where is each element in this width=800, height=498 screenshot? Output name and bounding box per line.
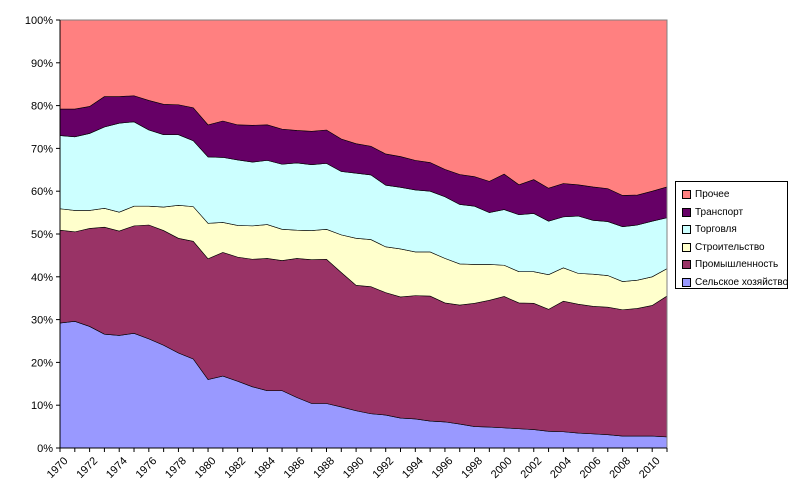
y-tick-label: 30% bbox=[31, 315, 53, 327]
legend-swatch bbox=[682, 242, 691, 252]
x-tick-label: 1988 bbox=[311, 455, 337, 481]
legend-swatch bbox=[682, 277, 691, 287]
y-tick-label: 100% bbox=[25, 15, 53, 27]
x-tick-label: 1978 bbox=[163, 455, 189, 481]
y-tick-label: 80% bbox=[31, 101, 53, 113]
x-tick-label: 2000 bbox=[489, 455, 515, 481]
y-tick-label: 20% bbox=[31, 357, 53, 369]
legend-swatch bbox=[682, 190, 691, 200]
x-tick-label: 1980 bbox=[193, 455, 219, 481]
y-tick-label: 50% bbox=[31, 229, 53, 241]
x-tick-label: 2006 bbox=[578, 455, 604, 481]
y-axis-ticks: 0% 10% 20% 30% 40% 50% 60% 70% 80% 90% 100% bbox=[25, 15, 60, 455]
x-tick-label: 1972 bbox=[74, 455, 100, 481]
legend-item: Транспорт bbox=[682, 204, 787, 222]
x-tick-label: 1992 bbox=[370, 455, 396, 481]
legend-swatch bbox=[682, 225, 691, 235]
legend-item: Промышленность bbox=[682, 256, 787, 274]
x-tick-label: 2010 bbox=[637, 455, 663, 481]
y-tick-label: 0% bbox=[37, 443, 53, 455]
legend-item: Сельское хозяйство bbox=[682, 274, 789, 292]
legend-label: Строительство bbox=[695, 241, 765, 253]
legend-label: Торговля bbox=[695, 224, 737, 236]
y-tick-label: 70% bbox=[31, 143, 53, 155]
legend: Прочее Транспорт Торговля Строительство Пром… bbox=[675, 181, 788, 289]
area-layers bbox=[59, 19, 668, 449]
x-tick-label: 1984 bbox=[252, 455, 278, 481]
x-tick-label: 1996 bbox=[430, 455, 456, 481]
legend-item: Прочее bbox=[682, 186, 787, 204]
x-tick-label: 1976 bbox=[134, 455, 160, 481]
x-tick-label: 1994 bbox=[400, 455, 426, 481]
x-tick-label: 1990 bbox=[341, 455, 367, 481]
x-tick-label: 2008 bbox=[607, 455, 633, 481]
legend-item: Торговля bbox=[682, 221, 787, 239]
x-tick-label: 1970 bbox=[45, 455, 71, 481]
x-tick-label: 2004 bbox=[548, 455, 574, 481]
legend-label: Прочее bbox=[695, 189, 730, 201]
x-axis-ticks: 1970 1972 1974 1976 1978 1980 1982 1984 1986 1988… bbox=[45, 448, 668, 481]
x-tick-label: 1982 bbox=[222, 455, 248, 481]
legend-label: Сельское хозяйство bbox=[695, 276, 789, 288]
y-tick-label: 90% bbox=[31, 58, 53, 70]
legend-label: Транспорт bbox=[695, 206, 744, 218]
x-tick-label: 2002 bbox=[519, 455, 545, 481]
legend-label: Промышленность bbox=[695, 259, 779, 271]
y-tick-label: 40% bbox=[31, 272, 53, 284]
legend-item: Строительство bbox=[682, 239, 787, 257]
y-tick-label: 10% bbox=[31, 400, 53, 412]
x-tick-label: 1986 bbox=[282, 455, 308, 481]
legend-swatch bbox=[682, 207, 691, 217]
x-tick-label: 1974 bbox=[104, 455, 130, 481]
y-tick-label: 60% bbox=[31, 186, 53, 198]
legend-swatch bbox=[682, 260, 691, 270]
x-tick-label: 1998 bbox=[459, 455, 485, 481]
